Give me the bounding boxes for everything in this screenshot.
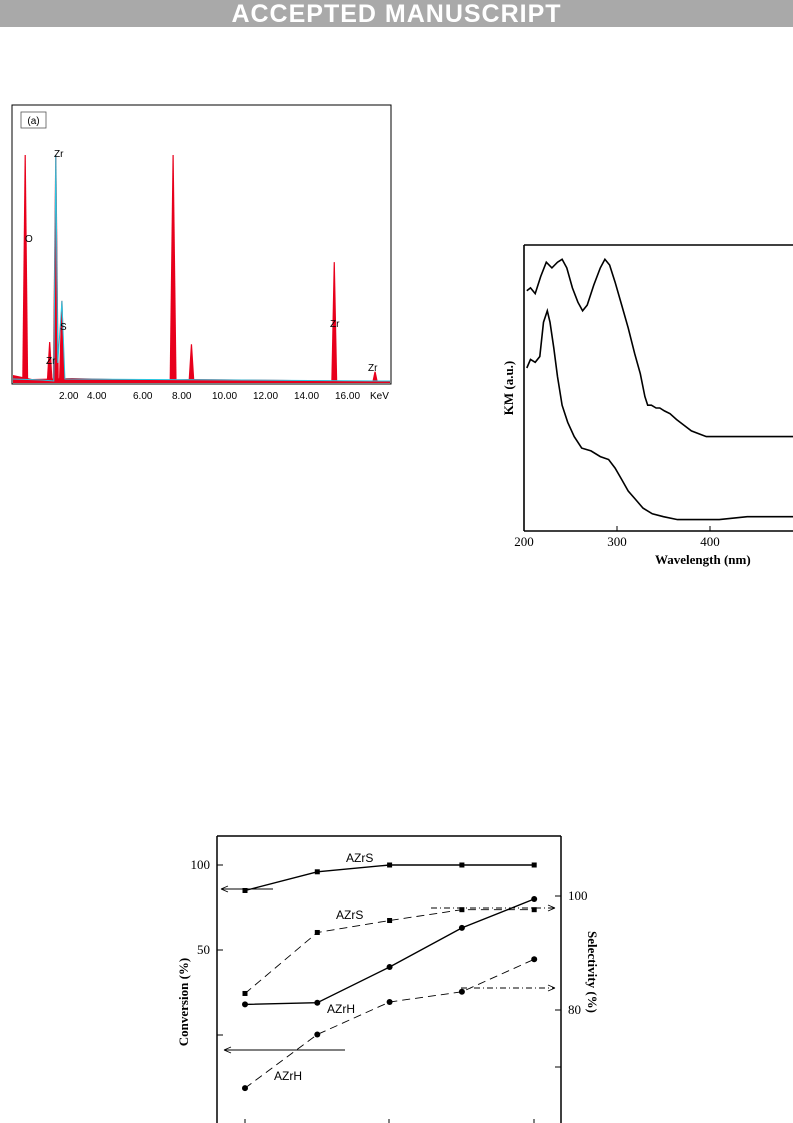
catalysis-right-tick: 100: [568, 888, 588, 903]
edx-peak: [169, 155, 177, 383]
data-point: [242, 1085, 248, 1092]
edx-x-ticks: 2.00 4.00 6.00 8.00 10.00 12.00 14.00 16…: [59, 391, 389, 402]
catalysis-left-tick: 100: [191, 857, 211, 872]
series-line: [244, 898, 535, 1006]
series-label-azrs-selectivity: AZrS: [336, 908, 363, 922]
catalysis-right-tick: 80: [568, 1002, 581, 1017]
series-label-azrs-conversion: AZrS: [346, 851, 373, 865]
uvvis-x-axis-label: Wavelength (nm): [655, 552, 751, 567]
manuscript-banner: ACCEPTED MANUSCRIPT: [0, 0, 793, 28]
data-point: [314, 1031, 321, 1038]
edx-panel-label-box: [20, 111, 47, 129]
catalysis-right-axis-label: Selectivity (%): [585, 931, 600, 1013]
edx-background: [13, 375, 390, 383]
data-point: [459, 862, 465, 868]
edx-peak-label-o: O: [25, 234, 33, 245]
data-point: [531, 907, 537, 913]
edx-peak: [372, 371, 379, 383]
data-point: [387, 862, 393, 868]
edx-peak-label-zr-main: Zr: [54, 149, 64, 160]
edx-peak: [22, 155, 29, 383]
uvvis-y-axis-label: KM (a.u.): [501, 361, 516, 416]
data-point: [314, 869, 320, 875]
edx-peak: [188, 344, 195, 383]
data-point: [386, 999, 393, 1006]
edx-peak-label-zr-k-beta: Zr: [368, 363, 378, 374]
edx-x-tick: 2.00: [59, 391, 79, 402]
edx-peak: [46, 341, 53, 383]
edx-x-tick: 4.00: [87, 391, 107, 402]
edx-peak: [58, 300, 65, 383]
data-point: [531, 956, 538, 963]
series-line: [244, 909, 535, 994]
edx-x-tick: 12.00: [253, 391, 278, 402]
edx-peak-label-s: S: [60, 322, 67, 333]
edx-spectrum-figure: (a) O Zr Zr S Zr Zr 2.00 4.00 6.00 8.00 …: [11, 104, 392, 402]
edx-peak: [331, 262, 338, 383]
uvvis-curve-2: [526, 307, 793, 521]
data-point: [242, 888, 248, 893]
data-point: [314, 999, 321, 1006]
uvvis-x-tick: 300: [607, 534, 627, 549]
catalysis-left-axis-label: Conversion (%): [176, 958, 191, 1046]
series-label-azrh-conversion: AZrH: [274, 1069, 302, 1083]
catalysis-left-tick: 50: [197, 942, 210, 957]
edx-x-unit: KeV: [370, 391, 389, 402]
series-label-azrh-selectivity: AZrH: [327, 1002, 355, 1016]
uvvis-x-tick: 400: [700, 534, 720, 549]
catalysis-tick-labels: 100 50 100 80: [191, 857, 588, 1017]
catalysis-series: [242, 862, 538, 1092]
edx-x-tick: 8.00: [172, 391, 192, 402]
data-point: [242, 990, 248, 996]
uvvis-spectrum-figure: 200 300 400 Wavelength (nm) KM (a.u.): [501, 244, 793, 567]
edx-x-tick: 6.00: [133, 391, 153, 402]
catalysis-series-labels: AZrS AZrS AZrH AZrH: [274, 851, 373, 1083]
uvvis-x-tick: 200: [514, 534, 534, 549]
data-point: [459, 907, 465, 913]
arrowhead: [547, 984, 556, 992]
data-point: [387, 918, 393, 924]
uvvis-curve-1: [526, 257, 793, 438]
edx-peak-label-zr-small: Zr: [46, 356, 56, 367]
series-line: [244, 864, 535, 892]
edx-spectrum-group: [12, 154, 391, 383]
arrowhead: [223, 1046, 232, 1054]
data-point: [531, 862, 537, 868]
data-point: [458, 924, 465, 931]
arrowhead: [547, 904, 556, 912]
conversion-selectivity-figure: AZrS AZrS AZrH AZrH 100 50 100 80 Conver…: [176, 835, 600, 1123]
data-point: [458, 988, 465, 995]
edx-plot-frame: [11, 104, 392, 385]
edx-overlay-spectrum: [12, 154, 391, 382]
data-point: [242, 1001, 248, 1008]
arrowhead: [220, 885, 229, 893]
data-point: [531, 896, 538, 902]
axis-indicator-arrows: [220, 885, 556, 1054]
edx-x-tick: 16.00: [335, 391, 360, 402]
edx-panel-label: (a): [27, 116, 39, 127]
data-point: [314, 929, 320, 935]
data-point: [386, 964, 393, 970]
edx-x-tick: 10.00: [212, 391, 237, 402]
uvvis-curves: [526, 257, 793, 521]
edx-x-tick: 14.00: [294, 391, 319, 402]
edx-peak-labels: O Zr Zr S Zr Zr: [25, 149, 378, 374]
edx-peak-label-zr-k-alpha: Zr: [330, 319, 340, 330]
